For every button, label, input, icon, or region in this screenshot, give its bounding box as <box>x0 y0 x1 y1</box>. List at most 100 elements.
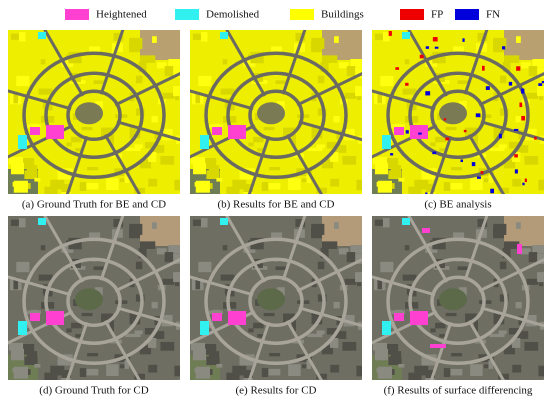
radial-road <box>8 275 72 297</box>
block <box>209 124 223 129</box>
block <box>483 364 492 369</box>
block <box>248 328 254 333</box>
ring-road <box>204 51 348 180</box>
block <box>356 179 362 191</box>
block <box>503 241 520 249</box>
outskirts <box>140 30 180 60</box>
outskirts <box>504 216 544 246</box>
block <box>344 92 357 99</box>
block <box>198 261 212 273</box>
error-pixel <box>419 54 424 59</box>
change-patch <box>30 313 40 321</box>
block <box>542 193 544 194</box>
block <box>524 341 539 351</box>
block <box>261 182 269 192</box>
block <box>316 187 328 194</box>
block <box>457 266 468 271</box>
error-pixel <box>443 118 447 121</box>
block <box>26 351 38 361</box>
radial-road <box>372 89 436 111</box>
block <box>374 33 384 40</box>
block <box>539 96 544 101</box>
radial-road <box>8 89 72 111</box>
radial-road <box>65 135 89 194</box>
block <box>113 32 124 41</box>
block <box>220 274 235 281</box>
block <box>257 148 265 152</box>
block <box>243 57 256 67</box>
ring-road <box>22 51 166 180</box>
block <box>216 177 223 182</box>
block <box>386 344 399 355</box>
block <box>380 75 394 87</box>
error-pixel <box>502 46 506 50</box>
block <box>291 134 296 146</box>
block <box>119 364 128 369</box>
block <box>113 218 124 227</box>
block <box>148 364 158 373</box>
block <box>493 312 505 325</box>
block <box>450 368 463 376</box>
block <box>503 55 520 63</box>
block <box>232 179 247 190</box>
block <box>536 67 544 78</box>
radial-road <box>116 306 180 328</box>
block <box>430 328 436 333</box>
block <box>317 261 325 270</box>
block <box>443 182 451 192</box>
block <box>175 282 180 287</box>
block <box>402 88 417 95</box>
block <box>61 183 72 193</box>
change-patch <box>46 125 64 139</box>
block <box>291 320 296 332</box>
block <box>243 243 256 253</box>
block <box>360 379 362 380</box>
block <box>192 33 202 40</box>
block <box>195 180 210 193</box>
block <box>134 373 146 380</box>
change-patch <box>212 127 222 135</box>
panel-caption: (c) BE analysis <box>424 199 491 211</box>
block <box>178 193 180 194</box>
block <box>425 57 438 67</box>
block <box>198 75 212 87</box>
block <box>306 174 311 183</box>
block <box>374 348 389 361</box>
outskirts <box>140 216 180 246</box>
legend-swatch <box>455 9 479 20</box>
block <box>50 179 65 190</box>
block <box>414 365 429 376</box>
ring-road <box>204 237 348 366</box>
error-pixel <box>418 132 422 135</box>
block <box>172 67 180 78</box>
block <box>307 333 323 338</box>
block <box>425 183 436 193</box>
block <box>390 165 402 175</box>
block <box>125 147 141 152</box>
block <box>195 366 210 379</box>
block <box>175 96 180 101</box>
block <box>512 337 521 348</box>
block <box>156 248 167 255</box>
legend-label: Demolished <box>206 9 260 21</box>
block <box>321 55 338 63</box>
error-pixel <box>477 176 481 179</box>
block <box>542 379 544 380</box>
block <box>320 247 329 259</box>
block <box>391 310 405 315</box>
block <box>493 228 505 239</box>
block <box>311 312 323 325</box>
legend-label: Heightened <box>96 9 147 21</box>
block <box>301 178 310 183</box>
block <box>10 162 25 175</box>
radial-road <box>296 72 362 107</box>
block <box>316 373 328 380</box>
block <box>470 178 483 191</box>
block <box>372 156 388 165</box>
block <box>134 330 143 335</box>
block <box>271 232 283 240</box>
central-square <box>439 288 467 311</box>
block <box>135 75 143 84</box>
block <box>498 330 507 335</box>
block <box>26 165 38 175</box>
